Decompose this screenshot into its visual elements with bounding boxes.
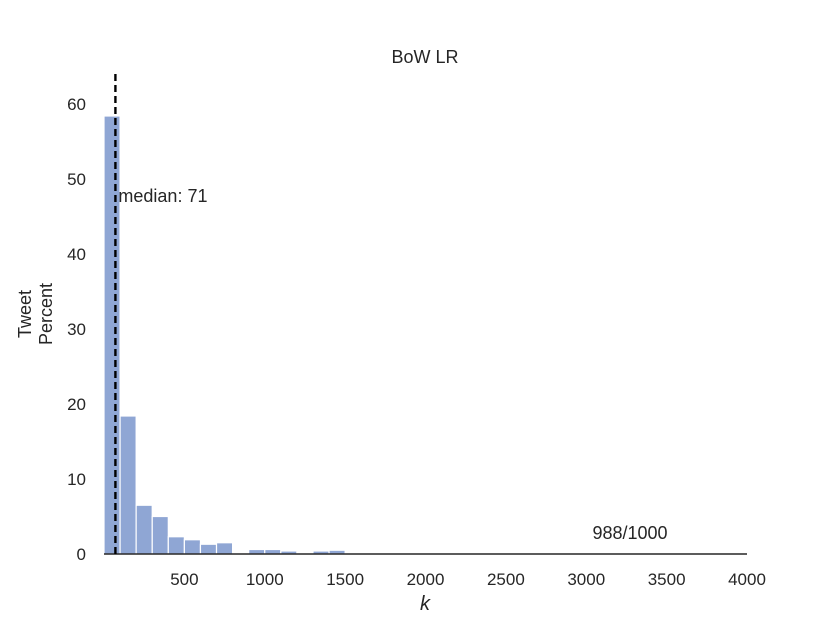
count-annotation: 988/1000	[592, 523, 667, 543]
histogram-bar-0	[103, 115, 121, 555]
x-tick-labels: 500 1000 1500 2000 2500 3000 3500 4000	[170, 570, 766, 589]
bars-group	[103, 115, 459, 555]
median-label: median: 71	[118, 186, 207, 206]
y-axis-label: Tweet Percent	[15, 283, 56, 345]
y-tick-label-5: 50	[67, 170, 86, 189]
histogram-bar-4	[167, 536, 185, 555]
x-tick-label-4: 2500	[487, 570, 525, 589]
x-tick-label-6: 3500	[648, 570, 686, 589]
x-tick-label-1: 1000	[246, 570, 284, 589]
y-axis-label-line-2: Percent	[36, 283, 56, 345]
y-tick-label-2: 20	[67, 395, 86, 414]
histogram-bar-2	[135, 504, 153, 555]
x-axis-label: k	[420, 593, 431, 615]
y-tick-label-0: 0	[77, 545, 86, 564]
x-tick-label-0: 500	[170, 570, 198, 589]
y-tick-label-1: 10	[67, 470, 86, 489]
y-tick-label-3: 30	[67, 320, 86, 339]
y-axis-label-line-1: Tweet	[15, 290, 35, 338]
x-tick-label-3: 2000	[407, 570, 445, 589]
histogram-bar-7	[215, 542, 234, 555]
x-tick-label-7: 4000	[728, 570, 766, 589]
x-tick-label-5: 3000	[567, 570, 605, 589]
y-tick-labels: 0 10 20 30 40 50 60	[67, 95, 86, 564]
chart-title: BoW LR	[391, 47, 458, 67]
x-tick-label-2: 1500	[326, 570, 364, 589]
y-tick-label-6: 60	[67, 95, 86, 114]
histogram-bar-6	[199, 543, 218, 555]
histogram-bar-5	[183, 539, 202, 555]
y-tick-label-4: 40	[67, 245, 86, 264]
histogram-bar-3	[151, 515, 169, 555]
histogram-bar-1	[119, 415, 137, 555]
